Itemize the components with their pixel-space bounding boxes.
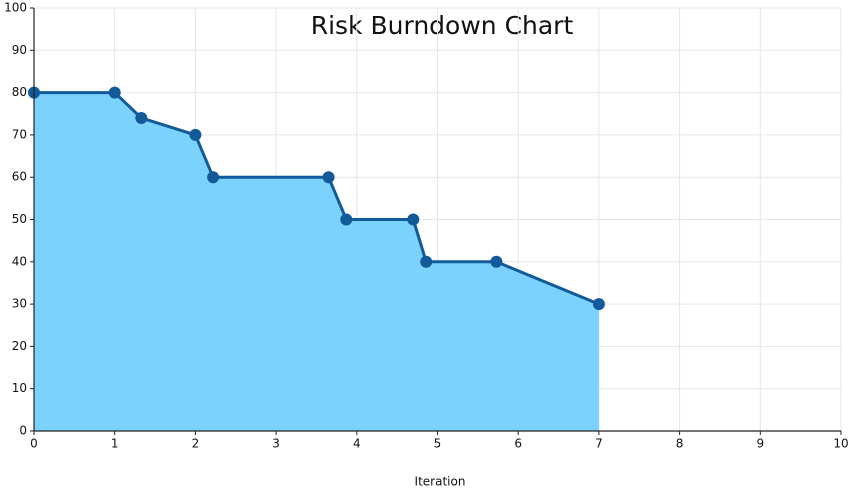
y-tick-label: 0 <box>19 424 27 438</box>
y-tick-label: 50 <box>12 212 27 226</box>
y-tick-label: 10 <box>12 381 27 395</box>
x-tick-label: 3 <box>272 437 280 451</box>
y-tick-label: 90 <box>12 43 27 57</box>
x-axis-label: Iteration <box>415 475 466 489</box>
marker <box>340 213 353 226</box>
x-tick-label: 9 <box>756 437 764 451</box>
y-tick-label: 30 <box>12 297 27 311</box>
marker <box>407 213 420 226</box>
x-tick-label: 5 <box>434 437 442 451</box>
marker <box>420 255 433 268</box>
marker <box>490 255 503 268</box>
area <box>34 92 599 431</box>
x-tick-label: 7 <box>595 437 603 451</box>
y-tick-label: 70 <box>12 127 27 141</box>
y-tick-label: 60 <box>12 170 27 184</box>
marker <box>135 111 148 124</box>
x-tick-label: 6 <box>514 437 522 451</box>
marker <box>322 171 335 184</box>
y-tick-label: 40 <box>12 254 27 268</box>
x-tick-label: 0 <box>30 437 38 451</box>
marker <box>189 128 202 141</box>
x-tick-label: 8 <box>676 437 684 451</box>
marker <box>108 86 121 99</box>
y-tick-label: 80 <box>12 85 27 99</box>
x-tick-label: 1 <box>111 437 119 451</box>
marker <box>592 298 605 311</box>
chart-title: Risk Burndown Chart <box>311 11 574 40</box>
marker <box>207 171 220 184</box>
x-tick-label: 4 <box>353 437 361 451</box>
x-tick-label: 10 <box>833 437 848 451</box>
x-tick-label: 2 <box>192 437 200 451</box>
y-tick-label: 100 <box>4 1 27 15</box>
y-tick-label: 20 <box>12 339 27 353</box>
